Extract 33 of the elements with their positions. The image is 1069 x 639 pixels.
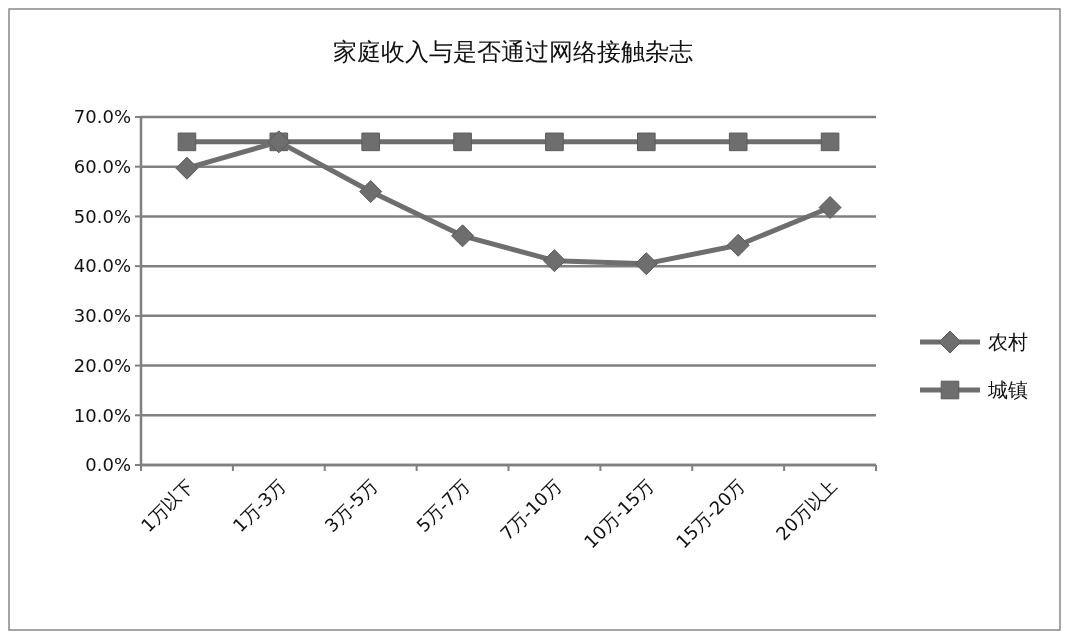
legend-label: 农村 (988, 330, 1028, 354)
x-tick-label: 5万-7万 (412, 474, 474, 537)
x-tick-label: 3万-5万 (320, 474, 382, 537)
point (175, 156, 199, 180)
point (359, 180, 383, 204)
point (634, 252, 658, 276)
y-tick-label: 50.0% (73, 205, 131, 227)
point (451, 224, 475, 248)
x-tick-label: 15万-20万 (671, 474, 750, 553)
point (820, 132, 840, 152)
point (361, 132, 380, 152)
x-tick-label: 10万-15万 (579, 474, 658, 553)
y-tick-label: 60.0% (73, 156, 131, 178)
y-tick-label: 10.0% (73, 404, 131, 426)
y-tick-label: 20.0% (73, 354, 131, 376)
chart-title: 家庭收入与是否通过网络接触杂志 (332, 38, 693, 66)
x-tick-label: 20万以上 (771, 474, 841, 545)
point (728, 132, 748, 152)
point (818, 195, 842, 219)
x-tick-label: 7万-10万 (496, 474, 566, 545)
y-tick-label: 70.0% (73, 106, 131, 128)
y-tick-label: 40.0% (73, 255, 131, 277)
x-tick-label: 1万以下 (136, 474, 198, 537)
point (453, 132, 472, 152)
y-tick-label: 0.0% (85, 454, 131, 476)
y-tick-label: 30.0% (73, 305, 131, 327)
point (726, 233, 750, 257)
point (545, 132, 564, 152)
point (637, 132, 656, 152)
legend-label: 城镇 (987, 378, 1028, 402)
point (177, 132, 197, 152)
point (542, 249, 566, 273)
x-tick-label: 1万-3万 (228, 474, 290, 537)
